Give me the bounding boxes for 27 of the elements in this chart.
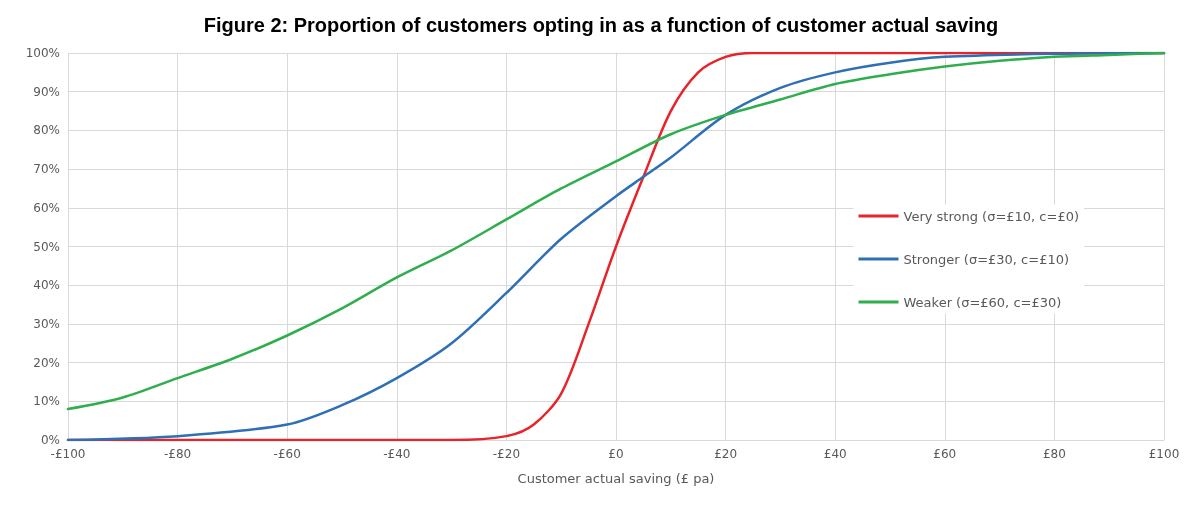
x-tick-label: £80 (1042, 447, 1066, 461)
y-tick-label: 40% (33, 278, 60, 293)
y-tick-label: 10% (33, 394, 60, 409)
x-axis-title: Customer actual saving (£ pa) (517, 471, 715, 486)
y-tick-label: 90% (33, 84, 60, 99)
x-tick-label: £100 (1148, 447, 1180, 461)
legend-label: Stronger (σ=£30, c=£10) (903, 251, 1070, 267)
y-tick-label: 30% (33, 316, 60, 331)
chart-title: Figure 2: Proportion of customers opting in as a function of customer actual saving (203, 14, 999, 36)
x-tick-label: £0 (608, 447, 624, 461)
y-tick-label: 20% (33, 355, 60, 370)
x-tick-label: -£80 (163, 447, 192, 461)
x-tick-label: -£20 (492, 447, 521, 461)
x-tick-label: £20 (714, 447, 738, 461)
y-tick-label: 100% (25, 46, 60, 60)
x-tick-label: £40 (823, 447, 847, 461)
x-tick-label: -£100 (50, 447, 86, 461)
x-tick-label: -£40 (383, 447, 411, 461)
y-tick-label: 70% (33, 162, 60, 177)
y-tick-label: 80% (33, 123, 60, 138)
y-tick-label: 0% (40, 433, 60, 447)
y-tick-label: 60% (33, 200, 60, 215)
legend-label: Very strong (σ=£10, c=£0) (903, 208, 1080, 224)
y-tick-label: 50% (33, 239, 60, 254)
x-tick-label: £60 (933, 447, 957, 461)
legend-label: Weaker (σ=£60, c=£30) (903, 294, 1062, 310)
x-tick-label: -£60 (273, 447, 301, 461)
